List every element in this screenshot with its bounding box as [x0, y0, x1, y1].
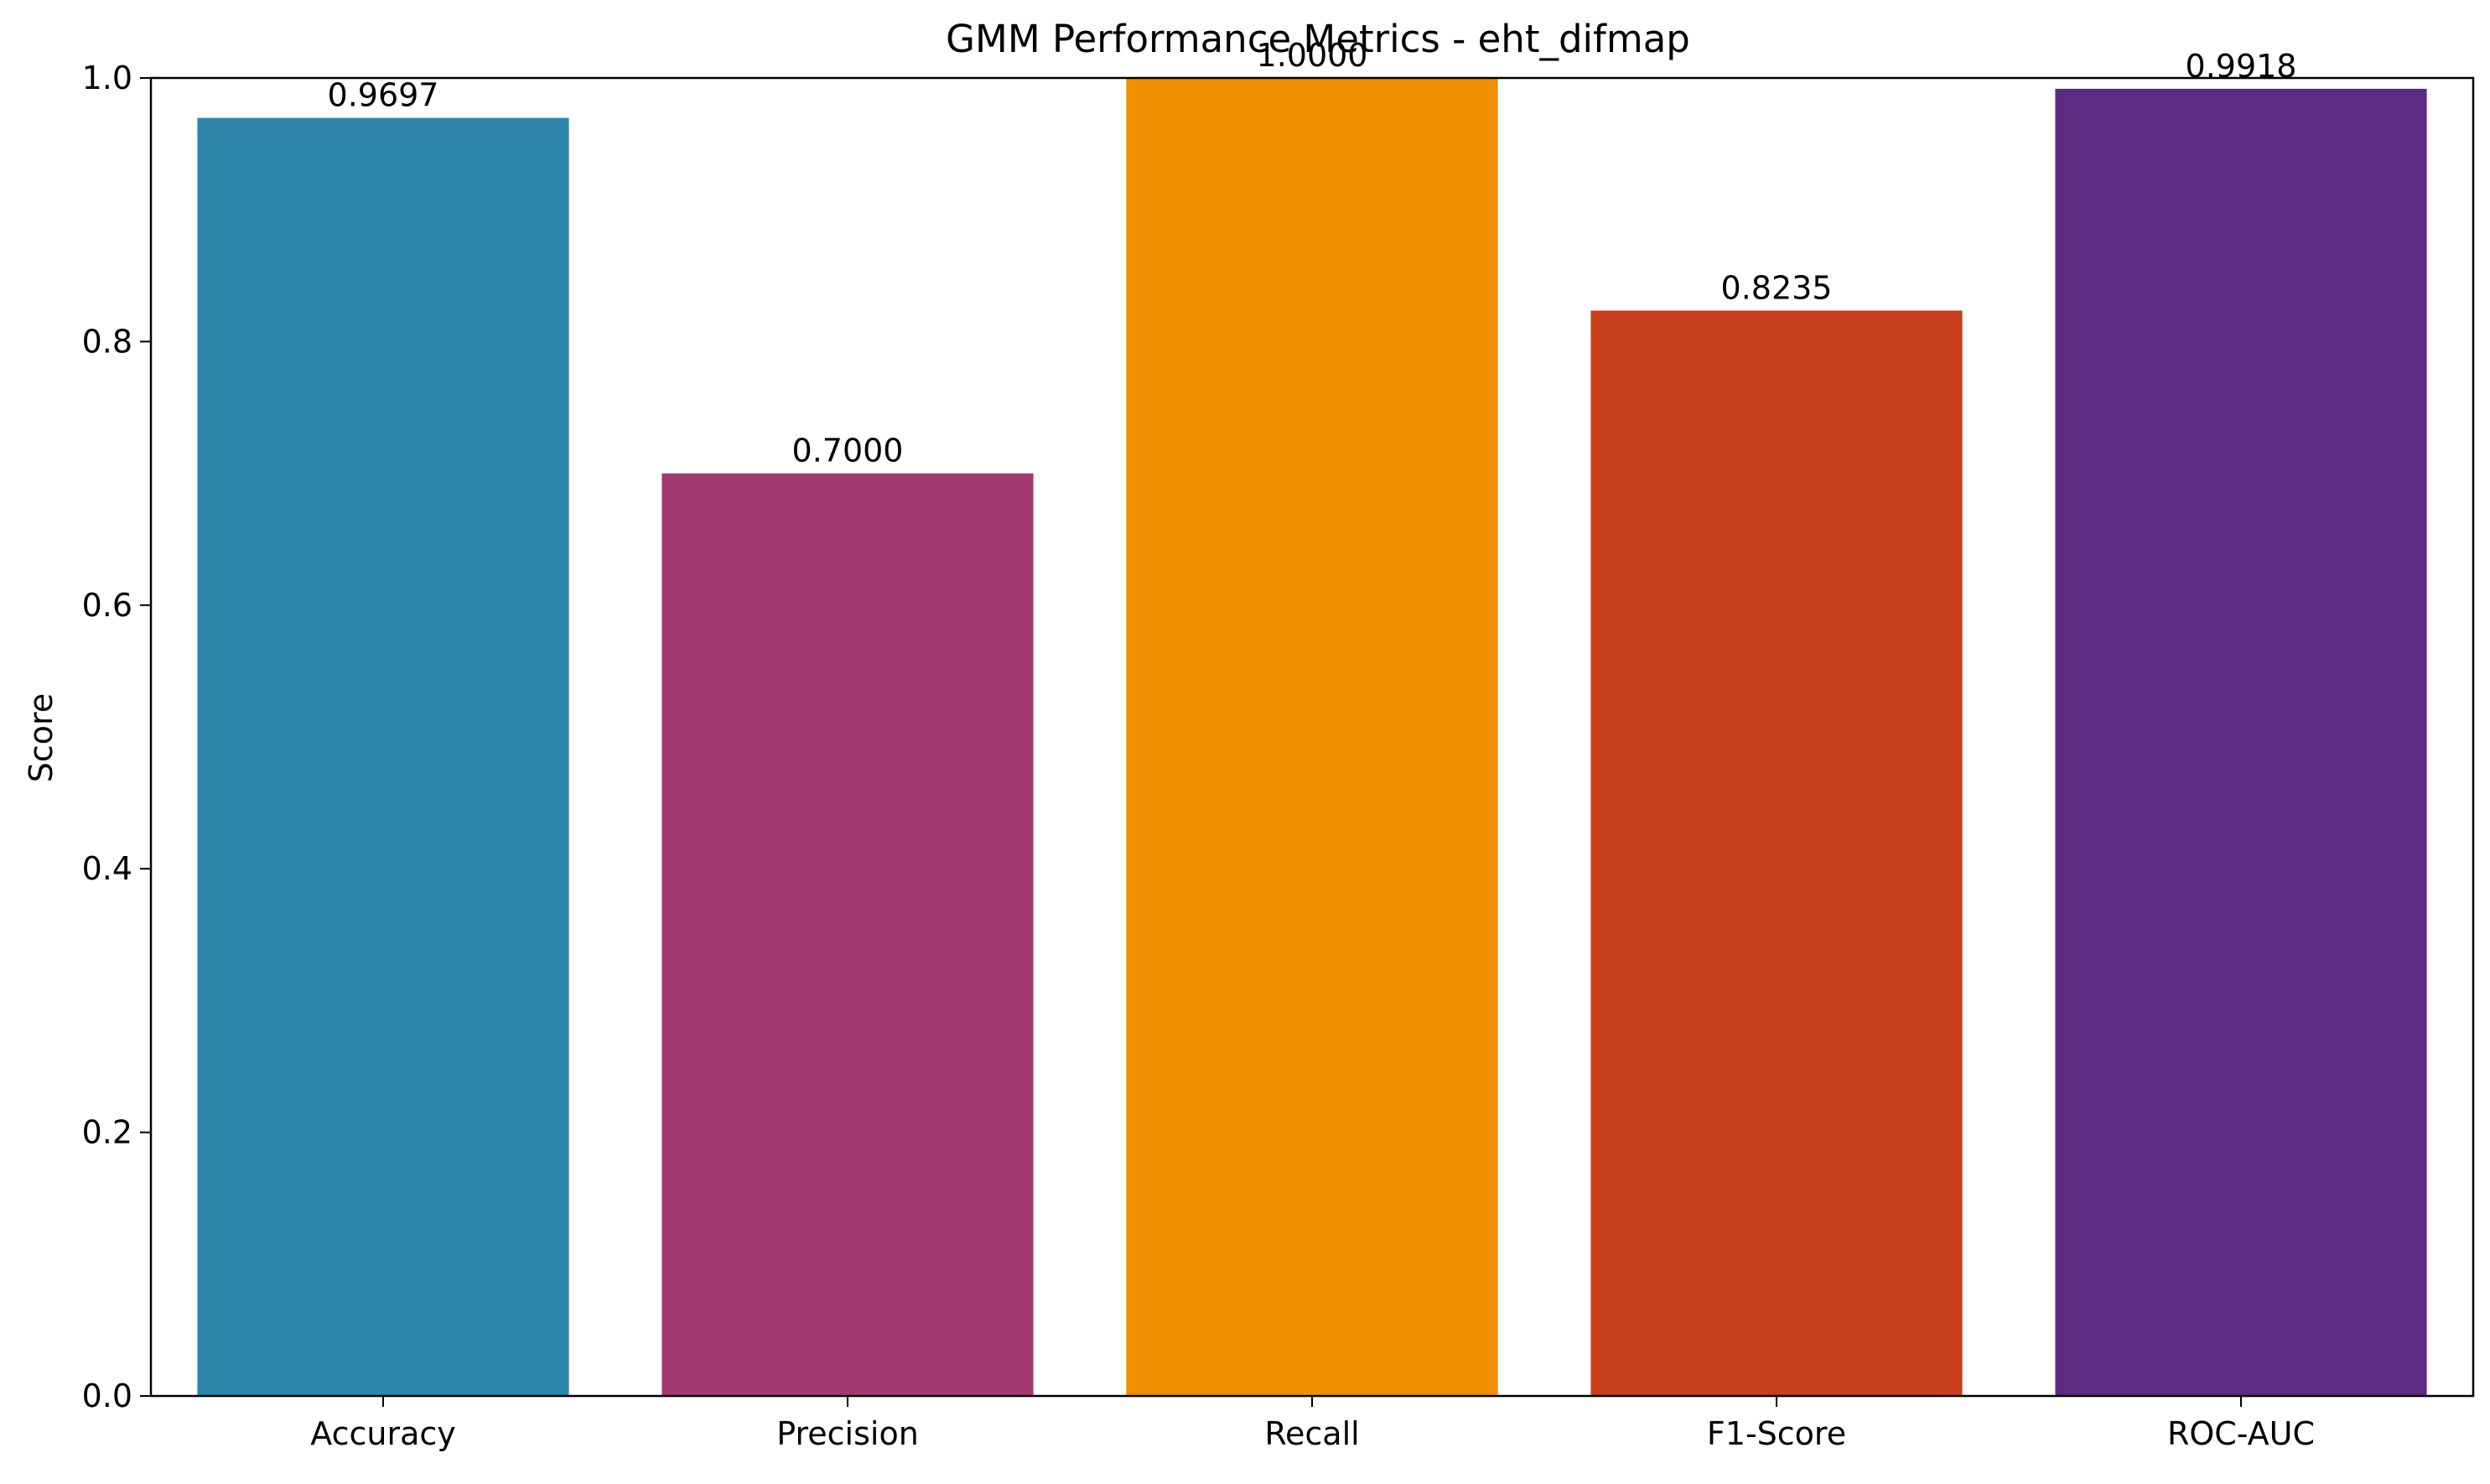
y-tick-label: 1.0 [82, 60, 132, 96]
y-tick-label: 0.6 [82, 587, 132, 624]
data-label: 0.8235 [1721, 269, 1833, 306]
y-tick-label: 0.0 [82, 1378, 132, 1414]
y-tick-label: 0.4 [82, 850, 132, 887]
chart-title: GMM Performance Metrics - eht_difmap [946, 17, 1690, 61]
labels-layer: 0.9697 Accuracy 0.7000 Precision 1.0000 Recal… [82, 37, 2315, 1452]
x-tick-label: Accuracy [310, 1415, 456, 1452]
bar-roc-auc [2055, 88, 2427, 1396]
axes-layer [140, 76, 2475, 1407]
x-tick-label: Recall [1264, 1415, 1359, 1452]
plot-frame [149, 76, 2475, 1398]
y-axis-label: Score [23, 693, 60, 782]
x-tick-label: ROC-AUC [2167, 1415, 2315, 1452]
bar-precision [661, 473, 1034, 1396]
x-tick-label: Precision [776, 1415, 919, 1452]
x-tick-label: F1-Score [1707, 1415, 1846, 1452]
bar-recall [1126, 78, 1498, 1396]
data-label: 0.7000 [792, 433, 904, 470]
y-tick-label: 0.8 [82, 323, 132, 360]
y-tick-label: 0.2 [82, 1114, 132, 1151]
bars-layer [197, 78, 2427, 1397]
bar-f1-score [1590, 310, 1963, 1397]
data-label: 0.9918 [2186, 48, 2297, 85]
data-label: 0.9697 [328, 77, 439, 114]
data-label: 1.0000 [1257, 37, 1368, 74]
bar-accuracy [197, 117, 569, 1396]
